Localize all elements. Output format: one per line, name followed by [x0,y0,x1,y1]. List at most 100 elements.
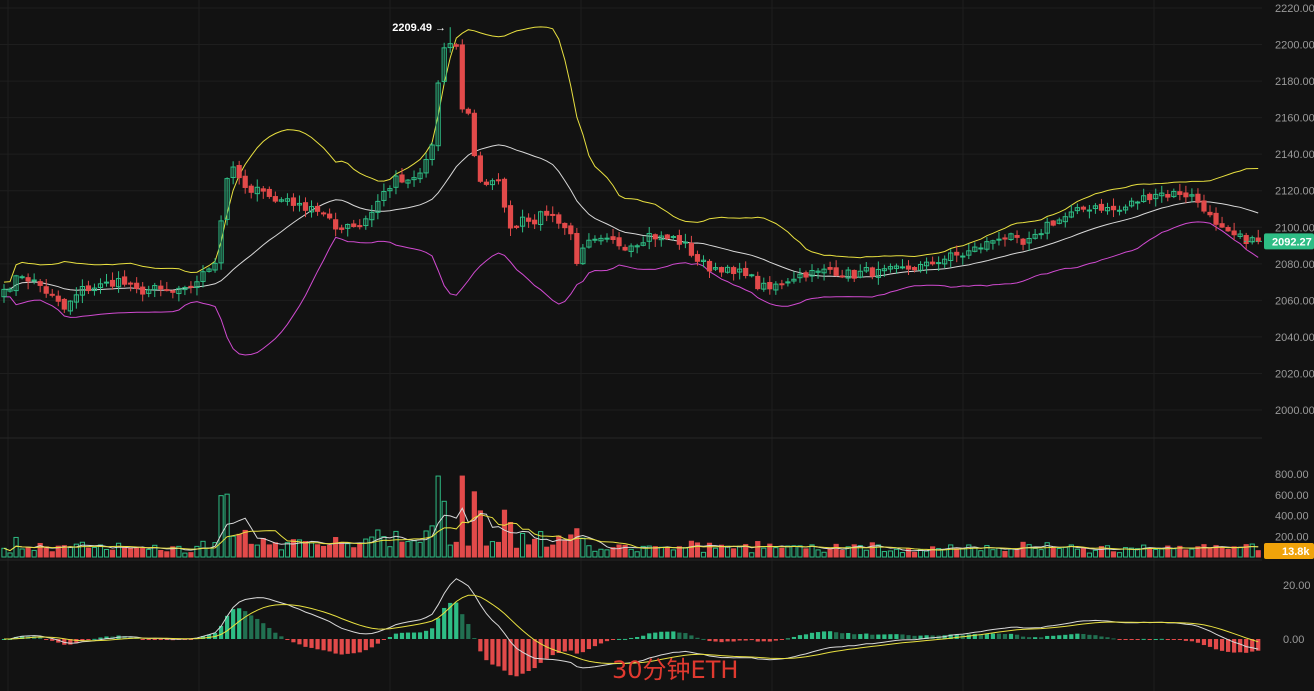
candle-body [917,263,924,271]
candle-body [188,285,194,288]
candle-body [489,180,496,186]
volume-bar [1165,545,1171,558]
volume-bar [339,541,345,558]
macd-bar [677,632,682,639]
price-tick-label: 2080.00 [1275,259,1314,271]
candle-body [327,213,333,219]
macd-bar [1213,639,1219,650]
macd-bar [707,639,712,642]
candle-body [49,293,55,296]
volume-bar [224,493,230,558]
candle-body [128,282,134,285]
volume-bar [357,542,363,558]
candle-body [556,214,562,224]
macd-bar [1147,639,1152,640]
candle-body [55,295,61,302]
candle-body [182,286,188,291]
macd-bar [1008,633,1014,639]
candle-body [604,237,610,240]
volume-bar [519,532,526,558]
price-tick-label: 2040.00 [1275,332,1314,344]
macd-bar [56,639,61,643]
macd-bar [50,639,55,641]
volume-bar [115,542,122,558]
candle-body [218,220,224,264]
volume-bar [1213,545,1219,558]
macd-bar [1002,634,1008,639]
macd-bar [327,639,332,652]
macd-bar [375,639,380,644]
candle-body [43,286,49,294]
macd-bar [1201,639,1207,646]
volume-bar [1,547,7,558]
macd-bar [689,635,694,639]
macd-bar [369,639,374,648]
candle-body [308,206,315,213]
macd-bar [1045,635,1050,639]
volume-bar [200,540,206,558]
candle-body [357,225,363,228]
macd-bar [1250,639,1255,652]
volume-bar [296,539,303,558]
candle-body [314,205,321,212]
macd-bar [737,639,742,641]
candle-body [718,267,725,273]
macd-bar [966,634,971,639]
volume-bar [176,545,182,558]
candle-body [1,288,7,298]
candle-body [429,144,435,161]
volume-bar [483,545,489,558]
volume-bar [7,552,13,558]
candle-body [972,246,978,252]
candlesticks[interactable] [1,27,1261,315]
macd-bar [212,632,218,639]
macd-lines [4,578,1259,669]
volume-bar [532,538,538,558]
volume-bar [718,544,725,558]
macd-bar [1171,639,1176,640]
macd-bar [496,639,501,667]
candle-body [568,225,574,235]
candle-body [236,164,242,179]
volume-bar [743,544,749,558]
candle-body [339,227,345,230]
candle-body [513,225,520,228]
macd-bar [472,638,477,640]
candle-body [694,254,701,262]
volume-bar [73,543,79,558]
volume-bar [767,543,773,558]
candle-body [194,281,200,289]
volume-bar [978,550,984,558]
volume-bar [91,546,98,558]
macd-bar [393,633,399,639]
macd-bar [550,639,555,656]
macd-bar [683,633,688,639]
macd-bar [1225,639,1231,652]
macd-bar [261,623,266,639]
volume-bar [513,547,520,558]
macd-bar [225,615,230,639]
candle-body [254,186,260,195]
volume-bar [387,546,393,558]
candle-body [803,272,809,278]
volume-bar [1225,549,1231,558]
macd-bar [80,639,85,641]
candle-body [103,281,110,284]
macd-bar [1195,639,1201,643]
candle-body [320,212,327,215]
macd-bar [436,618,441,639]
candle-body [435,82,441,147]
volume-bar [568,534,574,558]
macd-bar [695,637,700,639]
macd-bar [930,635,935,639]
macd-bar [978,634,983,639]
candle-body [25,277,31,282]
macd-bar [140,639,145,640]
volume-bar [839,549,845,558]
candle-body [266,188,272,197]
price-tick-label: 2000.00 [1275,405,1314,417]
macd-bar [532,639,537,669]
macd-bar [1051,635,1056,639]
volume-bar [242,529,248,558]
